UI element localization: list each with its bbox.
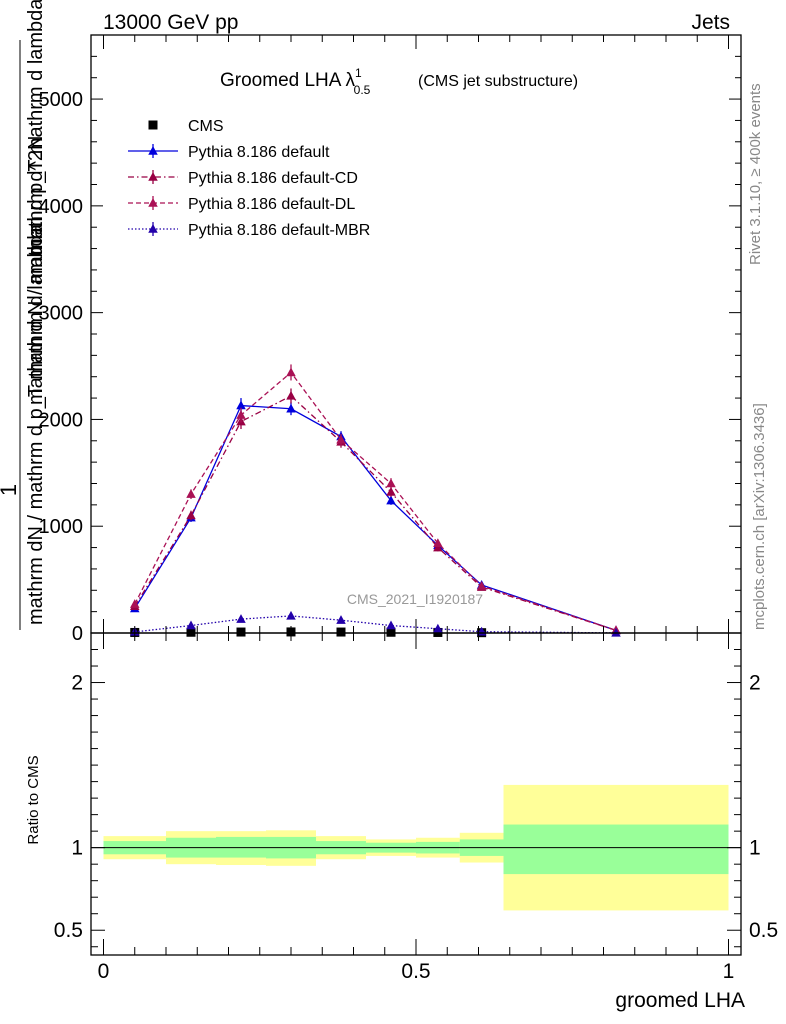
data-point — [386, 495, 396, 505]
data-point — [236, 400, 246, 410]
rivet-side-label: Rivet 3.1.10, ≥ 400k events — [747, 83, 764, 265]
data-point — [476, 581, 487, 590]
x-tick-label: 0.5 — [401, 960, 430, 983]
legend-label: CMS — [188, 118, 224, 135]
legend-item-pythia-8-186-default-cd: Pythia 8.186 default-CD — [128, 170, 358, 187]
data-point — [386, 627, 396, 637]
y-tick-label: 0 — [72, 623, 83, 645]
data-point — [286, 403, 296, 413]
series-pythia-8-186-default-dl — [130, 364, 621, 635]
ratio-panel: 0.5 0.5 1 1 2 2 0 0.5 1 Ratio to CMS groomed LHA — [25, 632, 778, 1012]
y-tick-label: 5000 — [39, 89, 84, 111]
process-label: Jets — [691, 11, 730, 34]
ratio-y-tick-label: 1 — [71, 837, 83, 860]
data-point — [336, 615, 346, 624]
mcplots-side-label: mcplots.cern.ch [arXiv:1306.3436] — [751, 403, 768, 630]
data-point — [386, 487, 396, 496]
legend-item-cms: CMS — [148, 118, 224, 135]
legend-label: Pythia 8.186 default-MBR — [188, 222, 370, 239]
series-line — [134, 615, 617, 634]
x-tick-label: 1 — [723, 960, 735, 983]
legend-label: Pythia 8.186 default — [188, 144, 330, 161]
legend-marker — [148, 198, 158, 207]
y-axis-label: 1 mathrm dN / mathrm d p_T mathrm d lamb… — [0, 0, 47, 630]
data-point — [386, 478, 396, 488]
data-point — [336, 434, 346, 444]
legend-marker — [148, 224, 158, 233]
energy-label: 13000 GeV pp — [103, 11, 238, 34]
legend-item-pythia-8-186-default: Pythia 8.186 default — [128, 144, 330, 161]
data-point — [286, 367, 296, 377]
data-point — [186, 620, 196, 630]
data-point — [236, 627, 246, 637]
legend-marker — [148, 120, 158, 130]
ratio-y-label: Ratio to CMS — [25, 755, 42, 844]
data-point — [286, 610, 296, 620]
x-axis-label: groomed LHA — [615, 989, 745, 1012]
band-bin — [503, 824, 729, 875]
y-tick-label: 3000 — [39, 303, 84, 325]
data-point — [433, 538, 443, 548]
legend-item-pythia-8-186-default-dl: Pythia 8.186 default-DL — [128, 196, 355, 213]
chart-subtitle: (CMS jet substructure) — [418, 73, 578, 90]
data-point — [386, 620, 396, 630]
y-tick-label: 4000 — [39, 196, 84, 218]
ratio-y-tick-label-right: 1 — [749, 837, 761, 860]
data-point — [336, 627, 346, 637]
legend-marker — [148, 172, 158, 181]
ratio-frame — [90, 632, 742, 956]
y-tick-label: 1000 — [39, 516, 84, 538]
ratio-y-tick-label: 0.5 — [54, 919, 83, 942]
data-point — [236, 410, 246, 419]
legend: CMS Pythia 8.186 default Pythia 8.186 defa… — [128, 118, 370, 239]
data-point — [186, 510, 196, 520]
data-point — [186, 627, 196, 637]
band-stat — [103, 824, 729, 875]
y-label-line-1: mathrm dN / mathrm d p_T mathrm d lambda — [25, 223, 47, 625]
y-tick-label: 2000 — [39, 409, 84, 431]
y-label-line-2: mathrm d N / mathrm d p_T mathrm d lambd… — [25, 0, 47, 405]
legend-marker — [148, 146, 158, 155]
data-point — [286, 390, 296, 400]
ratio-y-tick-label-right: 0.5 — [749, 919, 778, 942]
legend-label: Pythia 8.186 default-CD — [188, 170, 358, 187]
data-point — [130, 599, 140, 608]
chart-title: Groomed LHA λ1 0.5 — [220, 66, 371, 97]
ratio-y-tick-label-right: 2 — [749, 672, 761, 695]
legend-item-pythia-8-186-default-mbr: Pythia 8.186 default-MBR — [128, 222, 370, 239]
data-point — [236, 614, 246, 623]
ratio-ticks: 0.5 0.5 1 1 2 2 0 0.5 1 — [54, 633, 778, 983]
y-label-line-3: mathrm d^2N — [25, 136, 47, 255]
y-label-numerator: 1 — [0, 484, 21, 496]
data-point — [611, 627, 621, 637]
ratio-y-tick-label: 2 — [71, 672, 83, 695]
series-cms — [130, 627, 487, 638]
data-point — [433, 623, 443, 633]
main-y-ticks: 0 1000 2000 3000 4000 5000 — [39, 35, 741, 645]
x-tick-label: 0 — [98, 960, 110, 983]
data-point — [186, 489, 196, 498]
series-line — [134, 371, 617, 631]
legend-label: Pythia 8.186 default-DL — [188, 196, 355, 213]
analysis-watermark: CMS_2021_I1920187 — [347, 591, 483, 607]
